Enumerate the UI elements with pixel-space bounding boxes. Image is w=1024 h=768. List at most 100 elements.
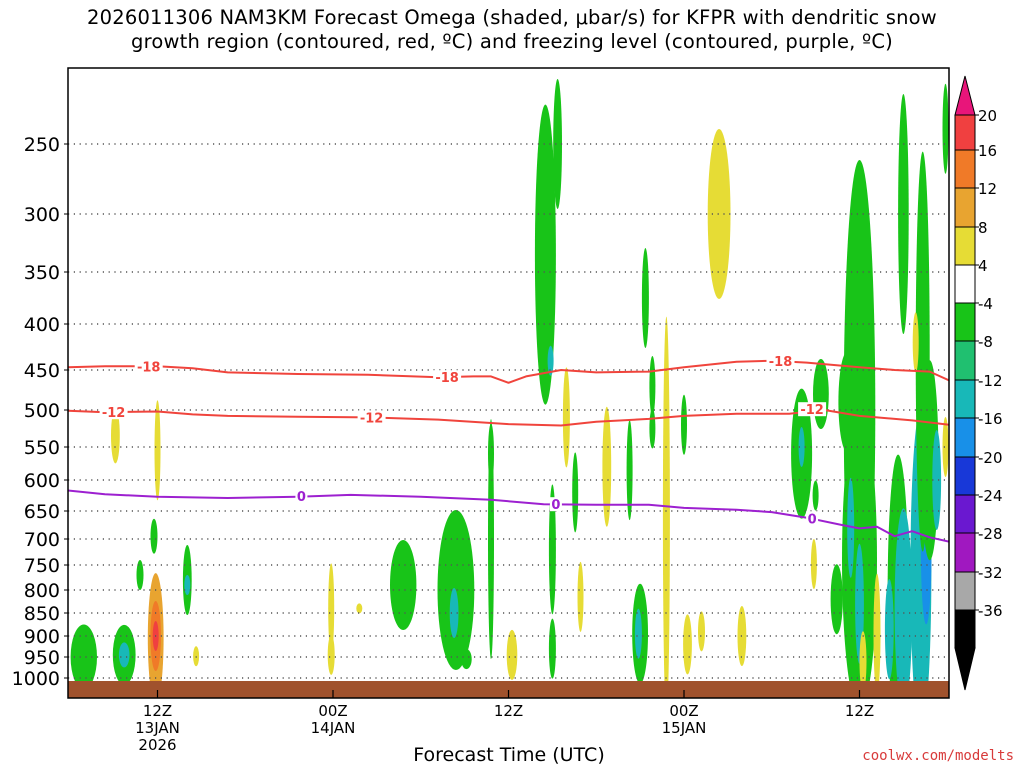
contour-label-0-1: 0 — [551, 498, 560, 513]
colorbar-bin-5 — [954, 264, 976, 304]
omega-shading — [70, 79, 949, 698]
y-tick-label-900: 900 — [24, 626, 60, 648]
omega-feature-35 — [649, 408, 656, 449]
omega-feature-7 — [136, 560, 144, 590]
y-tick-label-300: 300 — [24, 204, 60, 226]
y-tick-label-850: 850 — [24, 603, 60, 625]
y-tick-label-950: 950 — [24, 647, 60, 669]
omega-feature-32 — [626, 420, 633, 521]
colorbar-bin-1 — [954, 114, 976, 151]
y-tick-label-700: 700 — [24, 529, 60, 551]
colorbar-label-5: -4 — [978, 295, 993, 313]
contour-line--18 — [68, 359, 949, 384]
colorbar-label-0: 20 — [978, 107, 997, 125]
contour-label-0-0: 0 — [297, 490, 306, 505]
omega-feature-10 — [111, 408, 120, 464]
contour-label-bg-0-1 — [549, 497, 562, 512]
contour-label--12-2: -12 — [800, 403, 824, 418]
omega-feature-17 — [437, 510, 475, 670]
colorbar-label-8: -16 — [978, 410, 1003, 428]
colorbar-bin-3 — [954, 187, 976, 228]
contour-label-bg--18-1 — [433, 370, 462, 385]
y-tick-label-800: 800 — [24, 580, 60, 602]
chart-title-line-2: growth region (contoured, red, ºC) and f… — [131, 30, 893, 53]
x-tick-label-2-0: 12Z — [494, 702, 523, 720]
omega-feature-37 — [634, 608, 642, 659]
colorbar-bin-4 — [954, 226, 976, 266]
omega-feature-54 — [830, 564, 843, 635]
colorbar-bin-14 — [954, 609, 976, 649]
omega-feature-46 — [813, 359, 829, 429]
omega-feature-31 — [602, 406, 612, 527]
omega-feature-27 — [548, 484, 556, 615]
colorbar-bin-9 — [954, 417, 976, 458]
contour-label--18-1: -18 — [435, 371, 459, 386]
pressure-axis: 2503003504004505005506006507007508008509… — [12, 134, 68, 690]
contour-label--12-1: -12 — [360, 411, 384, 426]
x-tick-label-0-1: 13JAN — [135, 719, 180, 737]
contour-label-bg--18-2 — [766, 353, 795, 368]
colorbar-label-9: -20 — [978, 449, 1003, 467]
colorbar-bin-6 — [954, 302, 976, 342]
x-tick-label-0-0: 12Z — [143, 702, 172, 720]
omega-feature-30 — [577, 561, 584, 632]
omega-feature-6 — [150, 518, 158, 554]
y-tick-label-1000: 1000 — [12, 668, 60, 690]
colorbar: 20 16 12 8 4 -4 -8 -12 -16 -20 -24 -28 -32 -36 — [954, 75, 1003, 691]
contour-label-bg--12-2 — [798, 402, 827, 417]
omega-feature-68 — [942, 417, 949, 477]
contour-label-bg-0-2 — [806, 511, 819, 526]
omega-feature-66 — [912, 312, 919, 373]
omega-feature-9 — [184, 575, 191, 595]
omega-feature-52 — [847, 477, 855, 578]
colorbar-bin-top — [954, 75, 976, 116]
x-tick-label-0-2: 2026 — [138, 736, 176, 754]
omega-feature-22 — [506, 629, 518, 680]
omega-feature-12 — [193, 646, 200, 667]
omega-feature-21 — [461, 649, 472, 670]
colorbar-bin-11 — [954, 494, 976, 534]
omega-feature-18 — [449, 588, 459, 638]
y-tick-label-650: 650 — [24, 501, 60, 523]
colorbar-bin-bottom — [954, 647, 976, 691]
temperature-contours: -18 -18 -18 -12 -12 -12 0 0 0 — [68, 353, 949, 543]
colorbar-label-10: -24 — [978, 487, 1003, 505]
omega-feature-42 — [698, 611, 705, 652]
y-tick-label-400: 400 — [24, 314, 60, 336]
contour-label--18-0: -18 — [137, 360, 161, 375]
colorbar-bin-7 — [954, 340, 976, 381]
x-tick-label-1-0: 00Z — [318, 702, 347, 720]
colorbar-label-2: 12 — [978, 180, 997, 198]
omega-feature-65 — [932, 430, 942, 530]
colorbar-label-7: -12 — [978, 372, 1003, 390]
colorbar-bin-10 — [954, 456, 976, 496]
y-tick-label-600: 600 — [24, 470, 60, 492]
x-tick-label-4-0: 12Z — [845, 702, 874, 720]
omega-feature-34 — [649, 356, 656, 416]
y-tick-label-450: 450 — [24, 360, 60, 382]
y-tick-label-250: 250 — [24, 134, 60, 156]
omega-feature-25 — [547, 345, 554, 376]
omega-feature-60 — [884, 579, 894, 680]
contour-label-bg--12-1 — [357, 410, 386, 425]
omega-feature-56 — [873, 573, 881, 694]
colorbar-label-1: 16 — [978, 142, 997, 160]
omega-feature-26 — [562, 367, 570, 468]
contour-label-bg--12-0 — [99, 405, 128, 420]
colorbar-label-6: -8 — [978, 333, 993, 351]
omega-feature-11 — [154, 400, 161, 501]
omega-feature-67 — [942, 83, 949, 174]
omega-feature-0 — [70, 624, 98, 690]
x-axis-label: Forecast Time (UTC) — [413, 744, 605, 766]
y-tick-label-750: 750 — [24, 555, 60, 577]
omega-feature-39 — [681, 394, 687, 455]
y-tick-label-550: 550 — [24, 437, 60, 459]
omega-feature-15 — [356, 603, 363, 614]
omega-feature-40 — [683, 614, 692, 675]
omega-feature-47 — [812, 480, 819, 511]
colorbar-label-3: 8 — [978, 219, 988, 237]
contour-label--18-2: -18 — [769, 355, 793, 370]
omega-feature-24 — [553, 79, 562, 209]
contour-label--12-0: -12 — [102, 406, 126, 421]
omega-feature-16 — [390, 540, 417, 630]
